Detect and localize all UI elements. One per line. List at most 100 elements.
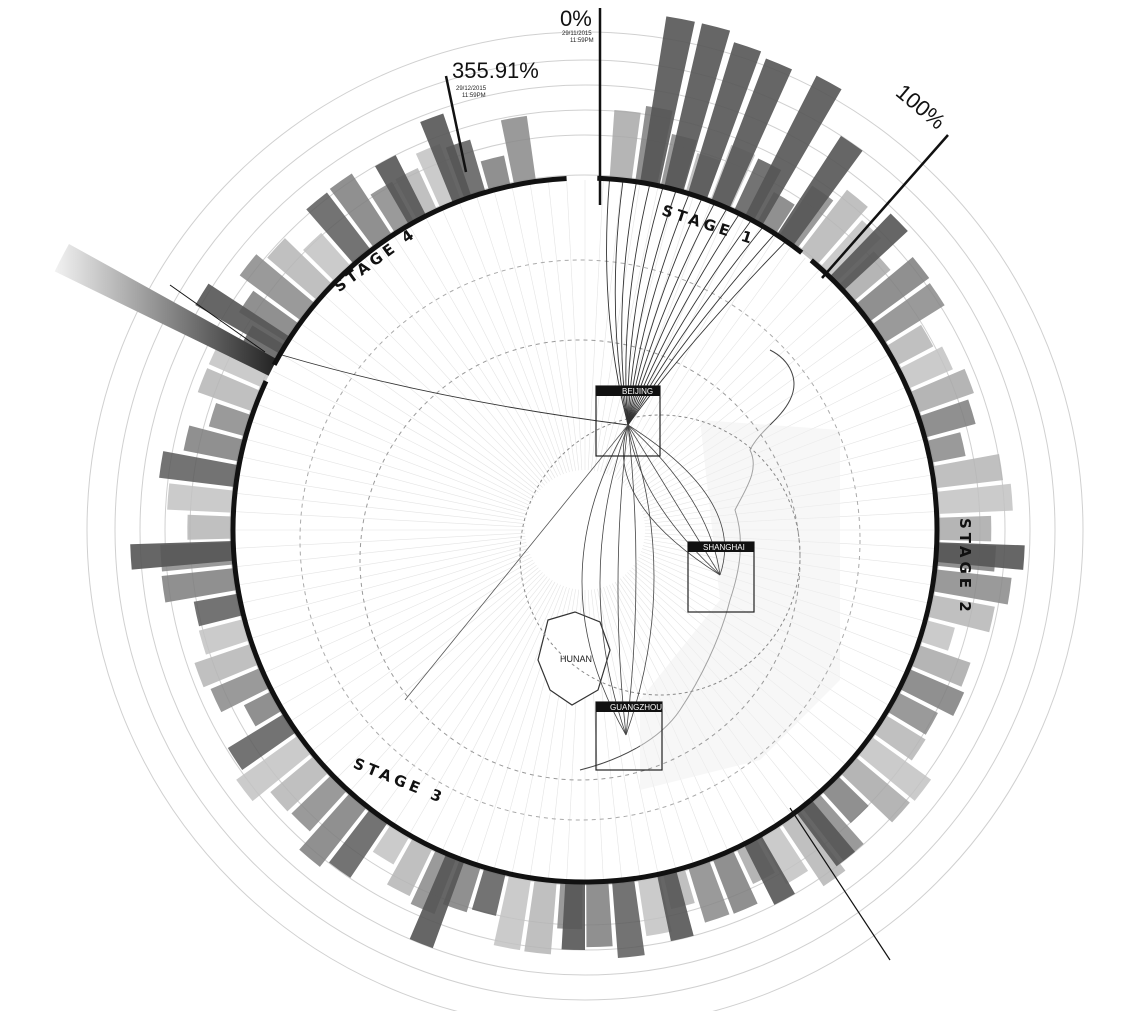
coast-fill	[640, 420, 840, 790]
gridline-30	[614, 226, 761, 479]
ring-4	[114, 59, 1056, 1001]
bar-269	[187, 514, 234, 540]
flow-beijing-1	[614, 181, 629, 426]
gridline-240	[281, 559, 534, 706]
gridline-18	[603, 197, 694, 474]
spike-8	[795, 799, 855, 867]
gridline-264	[236, 535, 526, 567]
gridline-219	[364, 576, 548, 803]
gridline-243	[273, 556, 532, 690]
bar-248	[194, 643, 260, 688]
gridline-315	[337, 282, 543, 488]
bar-105	[919, 619, 955, 651]
gridline-54	[633, 324, 869, 495]
bar-218	[299, 792, 368, 867]
gridline-351	[529, 184, 576, 471]
spike-12	[409, 853, 465, 949]
gridline-213	[394, 580, 553, 824]
gridline-36	[620, 246, 791, 482]
bar-134	[821, 775, 869, 824]
bar-185	[524, 878, 557, 955]
bar-46	[838, 251, 891, 302]
flow-beijing-11	[627, 221, 751, 426]
bar-210	[372, 823, 411, 865]
gridline-234	[301, 565, 537, 736]
flow-beijing-15	[281, 354, 629, 426]
stage-arc-2	[809, 258, 940, 802]
flow-beijing-7	[627, 199, 702, 426]
stage-arc-4	[271, 175, 567, 366]
gridline-345	[494, 191, 570, 473]
bar-101	[926, 594, 995, 633]
flow-beijing-10	[627, 215, 739, 426]
gridline-297	[273, 370, 532, 504]
spike-2	[687, 42, 762, 200]
flow-beijing-5	[627, 191, 677, 426]
bar-168	[637, 874, 672, 937]
bar-306	[239, 254, 316, 322]
bar-239	[243, 690, 283, 727]
gridline-51	[631, 309, 858, 493]
gridline-255	[246, 545, 528, 621]
gridline-300	[281, 354, 534, 501]
spike-4	[744, 75, 842, 226]
china-map	[299, 259, 861, 821]
city-label-shanghai: SHANGHAI	[703, 543, 745, 552]
stage-label-3: STAGE 3	[351, 754, 448, 807]
bar-50	[855, 256, 930, 323]
gridline-294	[265, 387, 531, 506]
gridline-282	[242, 456, 527, 518]
flow-inter-4	[617, 424, 629, 736]
flow-inter-9	[627, 424, 726, 576]
gridline-279	[239, 474, 526, 521]
gridline-249	[258, 551, 530, 656]
bar-227	[270, 755, 330, 812]
bar-67	[909, 368, 974, 414]
gridline-237	[291, 562, 535, 721]
spike-1	[664, 23, 731, 192]
bar-348	[500, 115, 537, 186]
spike-5	[776, 135, 863, 246]
city-label-beijing: BEIJING	[622, 387, 653, 396]
flow-inter-2	[599, 424, 629, 736]
bar-290	[197, 368, 262, 412]
region-label-hunan: HUNAN	[560, 654, 592, 664]
outer-dashed-circle	[299, 259, 861, 821]
bar-327	[370, 181, 415, 234]
bar-222	[291, 774, 348, 832]
gridline-33	[617, 236, 776, 480]
flow-beijing-6	[627, 195, 689, 426]
gridline-252	[252, 548, 529, 639]
gridline-39	[622, 257, 806, 484]
gridline-321	[364, 257, 548, 484]
gridline-48	[629, 295, 846, 491]
stage-arc-3	[230, 380, 813, 885]
gridline-276	[236, 493, 526, 525]
gridline-228	[324, 569, 541, 765]
gridline-339	[459, 203, 564, 475]
bar-4	[609, 110, 641, 182]
spike-7	[935, 542, 1025, 570]
flow-inter-1	[622, 424, 721, 576]
bar-130	[839, 756, 910, 823]
gridline-273	[235, 511, 526, 528]
bar-260	[161, 568, 239, 603]
bar-159	[687, 859, 730, 923]
bar-126	[857, 735, 932, 801]
bar-80	[931, 454, 1004, 489]
bar-252	[198, 618, 251, 655]
ring-3	[139, 84, 1031, 976]
bar-243	[210, 667, 271, 713]
marker-start: 0% 29/11/2015 11:59PM	[560, 6, 602, 205]
bar-193	[471, 867, 506, 916]
flow-lines	[281, 180, 786, 736]
flow-inter-7	[627, 424, 721, 576]
gridline-336	[442, 210, 561, 476]
flow-inter-8	[625, 424, 655, 736]
city-label-guangzhou: GUANGZHOU	[610, 703, 662, 712]
bar-54	[871, 283, 945, 344]
gridline-222	[350, 574, 546, 791]
bar-109	[909, 644, 971, 687]
bar-189	[493, 873, 532, 951]
